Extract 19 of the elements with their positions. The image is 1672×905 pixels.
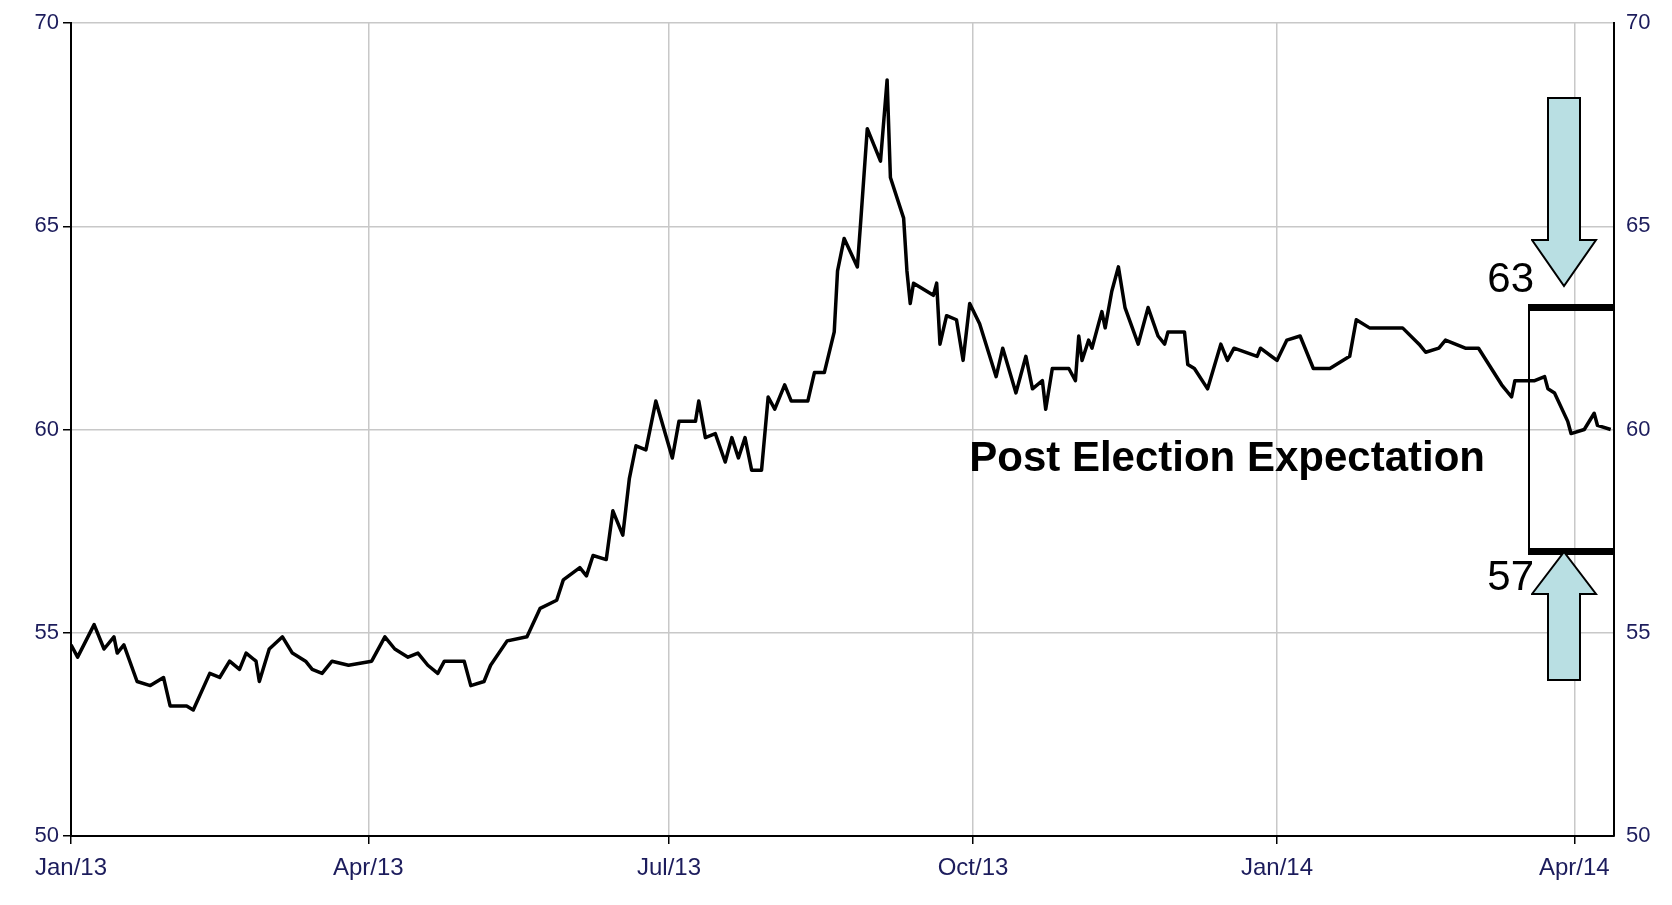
y2-tick-label: 65: [1626, 212, 1651, 238]
x-tick-label: Oct/13: [937, 853, 1009, 881]
ref-line-label: 57: [1487, 552, 1534, 600]
y-tick-label: 70: [34, 9, 59, 35]
y-tick-label: 50: [34, 822, 59, 848]
x-tick-label: Jan/13: [34, 853, 108, 881]
annotation: Post Election Expectation: [969, 433, 1485, 481]
y2-tick-label: 55: [1626, 618, 1651, 644]
ref-line-label: 63: [1487, 254, 1534, 302]
y2-tick-label: 60: [1626, 415, 1651, 441]
y2-tick-label: 70: [1626, 9, 1651, 35]
x-tick-label: Apr/14: [1538, 853, 1610, 881]
x-tick-label: Jul/13: [637, 853, 702, 881]
y-tick-label: 55: [34, 618, 59, 644]
y-tick-label: 65: [34, 212, 59, 238]
y-tick-label: 60: [34, 415, 59, 441]
y2-tick-label: 50: [1626, 822, 1651, 848]
x-tick-label: Apr/13: [333, 853, 404, 881]
x-tick-label: Jan/14: [1240, 853, 1314, 881]
